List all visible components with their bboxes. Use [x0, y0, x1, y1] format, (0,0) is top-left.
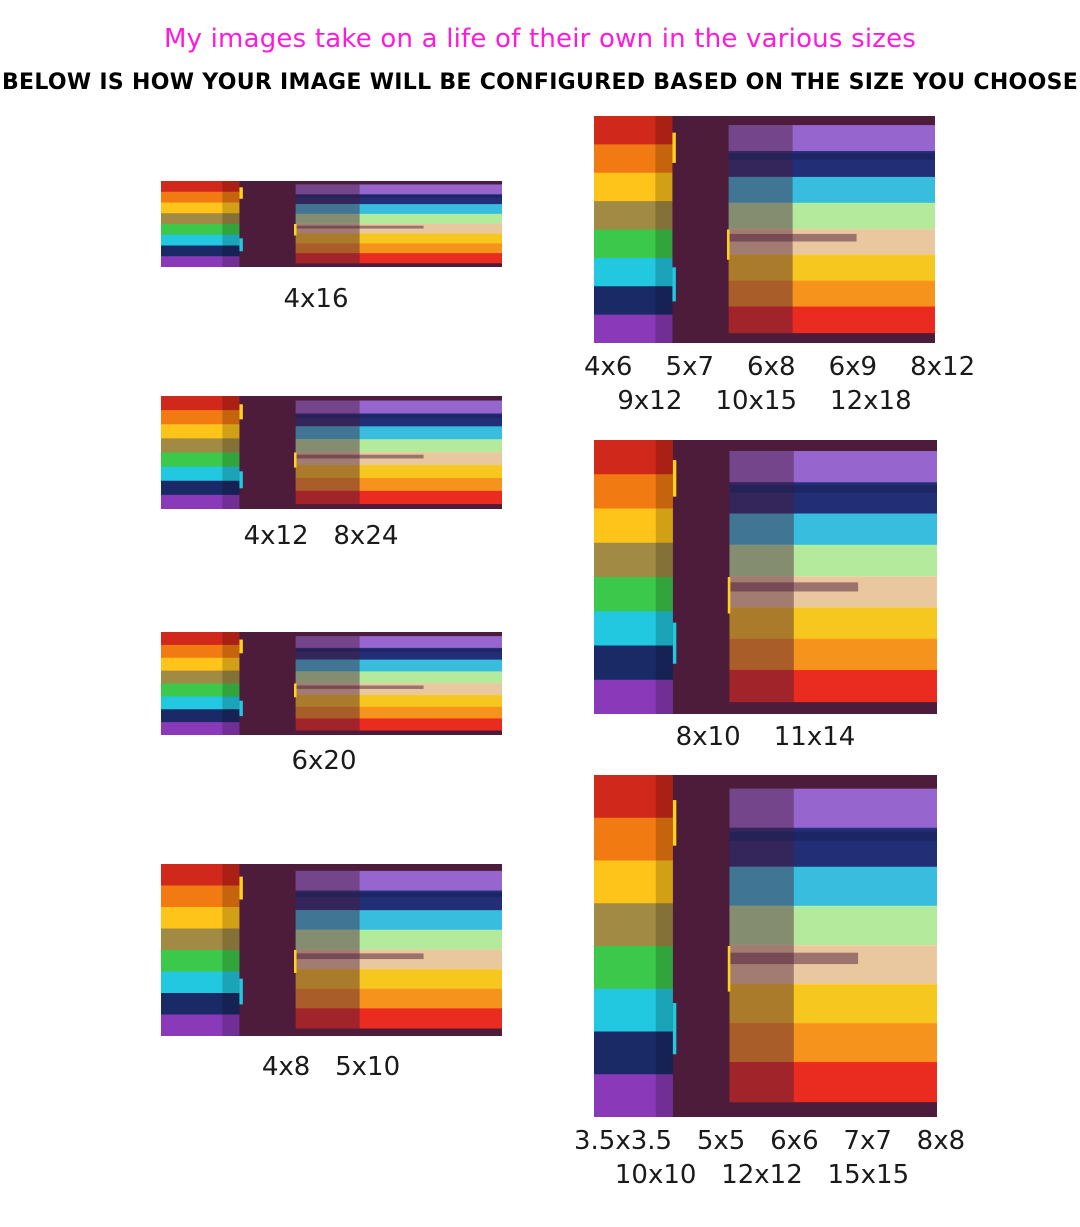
preview-image-4x16 — [161, 181, 502, 267]
preview-caption-8x10: 8x10 11x14 — [675, 722, 856, 752]
page-subheadline: BELOW IS HOW YOUR IMAGE WILL BE CONFIGUR… — [1, 70, 1079, 95]
preview-caption-square: 3.5x3.5 5x5 6x6 7x7 8x8 10x10 12x12 15x1… — [574, 1126, 966, 1190]
page-headline: My images take on a life of their own in… — [163, 24, 917, 54]
preview-caption-4x16: 4x16 — [283, 284, 349, 314]
preview-caption-4x8: 4x8 5x10 — [261, 1052, 401, 1082]
preview-caption-6x20: 6x20 — [291, 746, 357, 776]
preview-caption-4x12: 4x12 8x24 — [243, 521, 399, 551]
preview-caption-4x6: 4x6 5x7 6x8 6x9 8x12 9x12 10x15 12x18 — [584, 352, 976, 416]
preview-image-square — [594, 775, 937, 1117]
preview-image-8x10 — [594, 440, 937, 714]
preview-image-4x8 — [161, 864, 502, 1036]
preview-image-6x20 — [161, 632, 502, 735]
preview-image-4x6 — [594, 116, 935, 343]
preview-image-4x12 — [161, 396, 502, 509]
